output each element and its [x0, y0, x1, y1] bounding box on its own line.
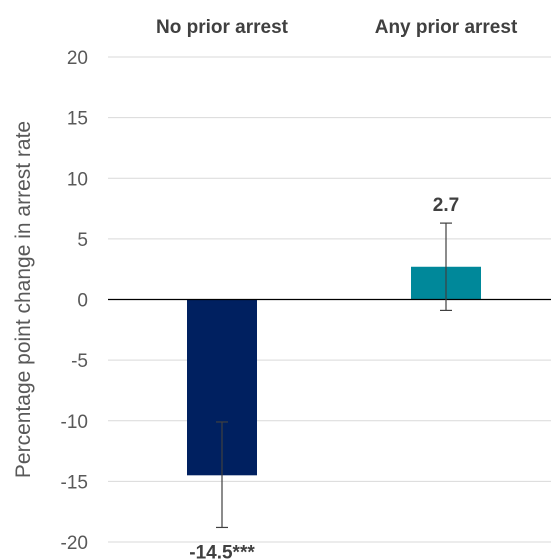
bars: [187, 266, 481, 476]
y-tick-label: 5: [77, 230, 88, 251]
y-tick-label: 20: [67, 48, 88, 69]
y-axis-tick-labels: 20 15 10 5 0 -5 -10 -15 -20: [61, 48, 88, 554]
data-label: -14.5***: [189, 542, 255, 560]
y-tick-label: 0: [77, 291, 88, 312]
error-bars: [216, 222, 452, 529]
gridlines: [108, 56, 551, 543]
y-tick-label: -20: [61, 533, 88, 554]
y-tick-label: -15: [61, 472, 88, 493]
y-tick-label: -5: [71, 351, 88, 372]
category-labels: No prior arrest Any prior arrest: [156, 17, 518, 38]
y-tick-label: 10: [67, 169, 88, 190]
error-bar: [216, 421, 228, 529]
y-tick-label: -10: [61, 412, 88, 433]
error-bar: [440, 222, 452, 312]
data-label: 2.7: [433, 195, 459, 216]
category-label: Any prior arrest: [375, 17, 518, 38]
category-label: No prior arrest: [156, 17, 289, 38]
data-labels: -14.5*** 2.7: [189, 195, 459, 560]
y-tick-label: 15: [67, 109, 88, 130]
y-axis-title: Percentage point change in arrest rate: [12, 121, 35, 478]
